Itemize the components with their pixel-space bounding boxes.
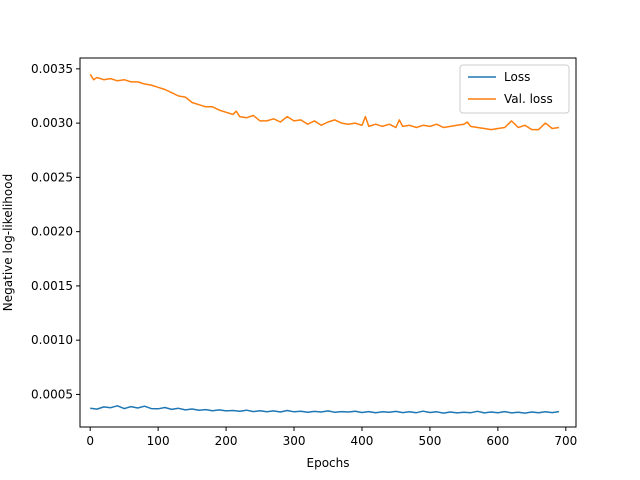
y-tick-label: 0.0005 — [31, 387, 73, 401]
x-tick-label: 400 — [351, 434, 374, 448]
x-tick-label: 700 — [554, 434, 577, 448]
series-line-0 — [90, 405, 560, 414]
x-tick-label: 500 — [418, 434, 441, 448]
y-tick-label: 0.0030 — [31, 116, 73, 130]
x-tick-label: 100 — [147, 434, 170, 448]
series-line-1 — [89, 73, 560, 131]
x-tick-label: 200 — [215, 434, 238, 448]
x-tick-label: 300 — [283, 434, 306, 448]
y-tick-label: 0.0025 — [31, 170, 73, 184]
x-tick-label: 0 — [86, 434, 94, 448]
y-axis-label: Negative log-likelihood — [1, 174, 15, 311]
plot-frame — [79, 57, 577, 428]
x-axis-label: Epochs — [307, 456, 350, 470]
y-tick-label: 0.0010 — [31, 333, 73, 347]
y-tick-label: 0.0020 — [31, 225, 73, 239]
legend: Loss Val. loss — [459, 64, 570, 114]
series-layer — [89, 73, 560, 414]
legend-label-1: Val. loss — [504, 92, 553, 106]
y-axis: 0.0005 0.0010 0.0015 0.0020 0.0025 0.0030 0.00… — [31, 62, 80, 401]
x-axis: 0 100 200 300 400 500 600 700 — [86, 427, 577, 448]
x-tick-label: 600 — [486, 434, 509, 448]
legend-label-0: Loss — [504, 70, 530, 84]
y-tick-label: 0.0015 — [31, 279, 73, 293]
y-tick-label: 0.0035 — [31, 62, 73, 76]
